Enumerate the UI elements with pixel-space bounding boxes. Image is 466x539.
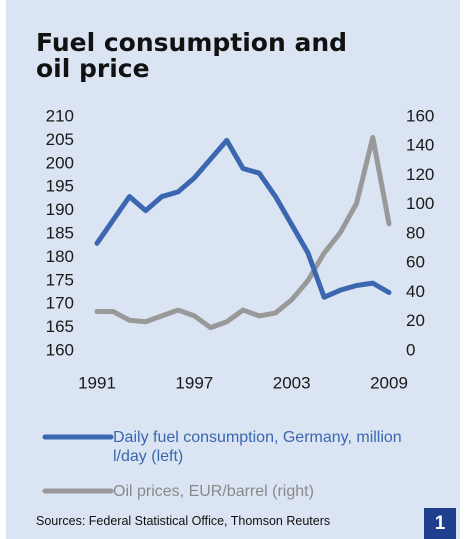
y2-tick-label: 60 [406, 253, 425, 272]
y-tick-label: 210 [46, 106, 74, 125]
y-tick-label: 190 [46, 200, 74, 219]
y-tick-label: 205 [46, 130, 74, 149]
y-tick-label: 180 [46, 247, 74, 266]
legend-label: Daily fuel consumption, Germany, million… [113, 429, 402, 465]
y2-tick-label: 20 [406, 311, 425, 330]
panel [6, 0, 460, 539]
y2-tick-label: 0 [406, 340, 415, 359]
y-tick-label: 160 [46, 340, 74, 359]
y-tick-label: 200 [46, 153, 74, 172]
y2-tick-label: 40 [406, 282, 425, 301]
y2-tick-label: 100 [406, 194, 434, 213]
series-line [94, 137, 392, 300]
x-tick-label: 1991 [78, 373, 116, 392]
chart-title: Fuel consumption and oil price [36, 28, 348, 83]
series-line [94, 134, 392, 331]
source-note: Sources: Federal Statistical Office, Tho… [36, 514, 331, 528]
x-tick-label: 2009 [370, 373, 408, 392]
y-tick-label: 170 [46, 294, 74, 313]
x-tick-label: 2003 [273, 373, 311, 392]
y-tick-label: 165 [46, 317, 74, 336]
x-tick-label: 1997 [175, 373, 213, 392]
y-tick-label: 195 [46, 177, 74, 196]
y-tick-label: 185 [46, 223, 74, 242]
y2-tick-label: 160 [406, 106, 434, 125]
y2-tick-label: 80 [406, 223, 425, 242]
y-tick-label: 175 [46, 270, 74, 289]
y2-tick-label: 120 [406, 165, 434, 184]
legend-label: Oil prices, EUR/barrel (right) [113, 483, 314, 500]
page-badge: 1 [424, 508, 456, 539]
y2-tick-label: 140 [406, 136, 434, 155]
